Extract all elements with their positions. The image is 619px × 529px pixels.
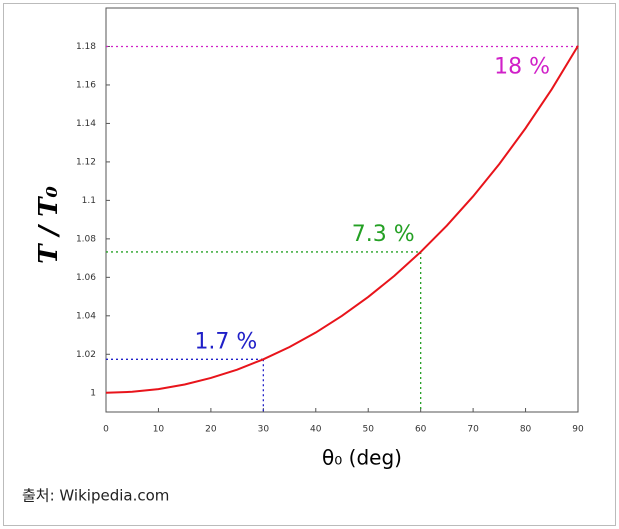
x-tick-label: 90 (572, 425, 584, 435)
y-tick-label: 1.04 (76, 311, 96, 321)
annotation: 18 % (494, 54, 550, 79)
y-tick-label: 1.08 (76, 234, 96, 244)
y-tick-label: 1.12 (76, 157, 96, 167)
x-tick-label: 10 (153, 425, 165, 435)
annotation: 1.7 % (194, 329, 257, 354)
x-tick-label: 40 (310, 425, 322, 435)
annotation: 7.3 % (352, 222, 415, 247)
x-tick-label: 50 (362, 425, 374, 435)
x-tick-label: 60 (415, 425, 427, 435)
x-tick-label: 20 (205, 425, 217, 435)
y-tick-label: 1.16 (76, 80, 96, 90)
y-tick-label: 1 (90, 388, 96, 398)
y-tick-label: 1.14 (76, 119, 96, 129)
curve (105, 45, 579, 394)
y-tick-label: 1.06 (76, 273, 96, 283)
y-tick-label: 1.1 (82, 196, 96, 206)
x-axis-label: θ₀ (deg) (322, 446, 402, 470)
y-axis-label: T / T₀ (34, 186, 64, 264)
x-tick-label: 0 (103, 425, 109, 435)
x-tick-label: 80 (520, 425, 532, 435)
y-tick-label: 1.18 (76, 42, 96, 52)
x-tick-label: 30 (258, 425, 270, 435)
plot-frame (105, 7, 579, 413)
source: 출처: Wikipedia.com (22, 487, 169, 505)
y-tick-label: 1.02 (76, 350, 96, 360)
x-tick-label: 70 (467, 425, 479, 435)
